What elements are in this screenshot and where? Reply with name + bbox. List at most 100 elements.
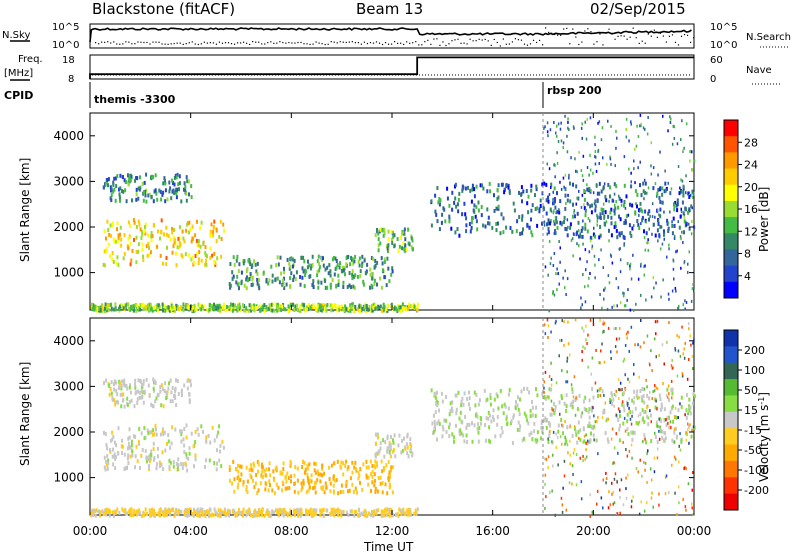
station-title: Blackstone (fitACF): [92, 0, 235, 18]
noise-mark: [687, 322, 690, 326]
data-mark: [610, 391, 613, 396]
data-mark: [233, 511, 236, 516]
noise-mark: [599, 361, 601, 365]
data-mark: [251, 263, 254, 268]
data-mark: [329, 282, 332, 287]
data-mark: [138, 187, 141, 192]
data-mark: [435, 212, 438, 217]
noise-mark: [619, 381, 622, 385]
noise-mark: [560, 496, 563, 500]
noise-mark: [594, 162, 597, 166]
noise-mark: [631, 414, 633, 418]
cpid-segment-rbsp: rbsp 200: [547, 84, 602, 97]
data-mark: [563, 215, 566, 220]
data-mark: [376, 260, 379, 265]
noise-mark: [678, 460, 680, 464]
data-mark: [187, 456, 190, 461]
data-mark: [107, 242, 110, 247]
data-mark: [332, 307, 335, 312]
data-mark: [245, 286, 248, 291]
data-mark: [607, 439, 610, 444]
data-mark: [303, 284, 306, 289]
data-mark: [128, 435, 131, 440]
data-mark: [315, 307, 318, 311]
data-mark: [316, 308, 319, 313]
data-mark: [301, 275, 304, 280]
data-mark: [103, 455, 106, 460]
noise-mark: [619, 488, 621, 492]
data-mark: [340, 304, 343, 309]
data-mark: [166, 197, 169, 202]
data-mark: [290, 479, 292, 484]
data-mark: [659, 224, 662, 229]
noise-mark: [581, 122, 583, 126]
data-mark: [577, 196, 580, 201]
noise-mark: [564, 442, 566, 446]
data-mark: [103, 306, 106, 311]
data-mark: [132, 308, 135, 313]
noise-mark: [618, 397, 620, 400]
data-mark: [132, 434, 135, 439]
data-mark: [520, 389, 523, 394]
data-mark: [554, 205, 557, 210]
data-mark: [687, 191, 689, 196]
noise-mark: [610, 357, 612, 360]
data-mark: [520, 185, 523, 190]
data-mark: [458, 191, 461, 196]
noise-mark: [642, 126, 645, 130]
nsearch-dot: [390, 43, 393, 45]
data-mark: [471, 183, 474, 188]
data-mark: [154, 511, 157, 516]
data-mark: [160, 403, 163, 408]
data-mark: [108, 383, 111, 388]
nsearch-dot: [529, 43, 532, 45]
data-mark: [194, 430, 197, 434]
data-mark: [624, 220, 627, 225]
data-mark: [528, 432, 531, 437]
nsearch-dot: [107, 41, 109, 43]
noise-mark: [560, 139, 563, 143]
noise-mark: [635, 302, 637, 306]
data-mark: [296, 478, 299, 483]
data-mark: [393, 433, 396, 438]
data-mark: [169, 399, 172, 404]
data-mark: [120, 386, 123, 391]
data-mark: [279, 470, 282, 475]
noise-mark: [647, 449, 649, 453]
nsearch-dot: [200, 43, 202, 45]
noise-mark: [629, 308, 632, 312]
data-mark: [496, 415, 499, 419]
data-mark: [144, 225, 146, 230]
noise-mark: [640, 293, 642, 297]
data-mark: [320, 280, 323, 285]
nsearch-dot: [602, 44, 604, 46]
data-mark: [591, 387, 594, 391]
noise-mark: [646, 132, 649, 136]
data-mark: [221, 305, 224, 310]
noise-mark: [547, 273, 549, 277]
data-mark: [146, 303, 149, 308]
data-mark: [289, 264, 292, 269]
data-mark: [136, 397, 139, 402]
data-mark: [205, 262, 208, 267]
data-mark: [322, 263, 325, 268]
data-mark: [104, 309, 106, 313]
data-mark: [229, 262, 232, 266]
data-mark: [371, 474, 374, 479]
data-mark: [220, 236, 223, 241]
noise-mark: [552, 290, 554, 294]
data-mark: [564, 206, 567, 211]
noise-mark: [647, 416, 650, 420]
data-mark: [185, 175, 188, 180]
data-mark: [253, 485, 256, 489]
noise-mark: [660, 430, 662, 434]
data-mark: [109, 448, 111, 453]
nsearch-dot: [466, 43, 468, 45]
nsearch-dot: [535, 41, 538, 44]
data-mark: [369, 267, 372, 272]
noise-mark: [576, 170, 578, 174]
data-mark: [144, 304, 147, 309]
data-mark: [384, 507, 387, 512]
data-mark: [353, 259, 356, 264]
data-mark: [237, 482, 240, 487]
